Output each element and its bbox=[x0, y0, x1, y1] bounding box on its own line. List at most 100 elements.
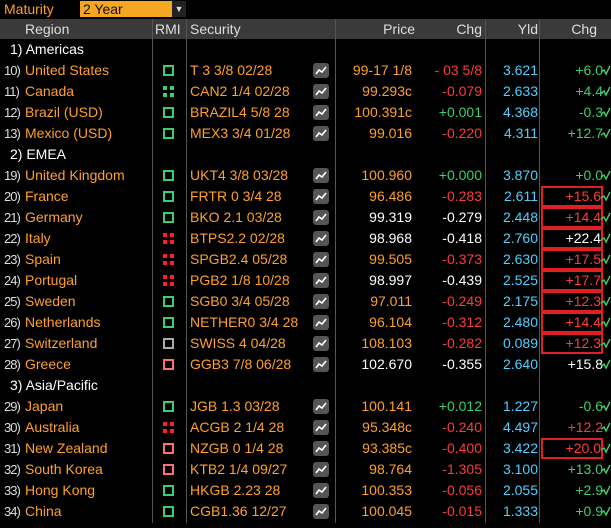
chart-icon[interactable] bbox=[313, 336, 329, 351]
region-name[interactable]: Greece bbox=[25, 356, 71, 372]
maturity-select[interactable]: 2 Year ▼ bbox=[80, 1, 186, 17]
chart-icon[interactable] bbox=[313, 399, 329, 414]
group-header[interactable]: 1) Americas bbox=[0, 39, 611, 60]
table-row[interactable]: 29) Japan JGB 1.3 03/28 100.141 +0.012 1.227 -… bbox=[0, 396, 611, 417]
security-ticker[interactable]: CGB1.36 12/27 bbox=[190, 503, 287, 519]
table-row[interactable]: 31) New Zealand NZGB 0 1/4 28 93.385c -0.400… bbox=[0, 438, 611, 459]
region-name[interactable]: Australia bbox=[25, 419, 80, 435]
region-name[interactable]: Canada bbox=[25, 83, 75, 99]
chart-icon[interactable] bbox=[313, 420, 329, 435]
price-change: -0.056 bbox=[442, 482, 482, 498]
security-ticker[interactable]: SWISS 4 04/28 bbox=[190, 335, 286, 351]
table-row[interactable]: 33) Hong Kong HKGB 2.23 28 100.353 -0.056 2.0… bbox=[0, 480, 611, 501]
sparkline-icon bbox=[600, 186, 611, 207]
chart-icon[interactable] bbox=[313, 189, 329, 204]
group-header[interactable]: 2) EMEA bbox=[0, 144, 611, 165]
chart-icon[interactable] bbox=[313, 462, 329, 477]
chart-icon[interactable] bbox=[313, 294, 329, 309]
table-row[interactable]: 26) Netherlands NETHER0 3/4 28 96.104 -0.312… bbox=[0, 312, 611, 333]
column-header-chg[interactable]: Chg bbox=[456, 21, 482, 37]
security-ticker[interactable]: KTB2 1/4 09/27 bbox=[190, 461, 288, 477]
security-ticker[interactable]: GGB3 7/8 06/28 bbox=[190, 356, 292, 372]
table-row[interactable]: 28) Greece GGB3 7/8 06/28 102.670 -0.355 2.64… bbox=[0, 354, 611, 375]
chart-icon[interactable] bbox=[313, 504, 329, 519]
region-name[interactable]: Netherlands bbox=[25, 314, 101, 330]
table-row[interactable]: 22) Italy BTPS2.2 02/28 98.968 -0.418 2.760 +2… bbox=[0, 228, 611, 249]
price-change: -0.355 bbox=[442, 356, 482, 372]
chart-icon[interactable] bbox=[313, 126, 329, 141]
table-row[interactable]: 12) Brazil (USD) BRAZIL4 5/8 28 100.391c +0.… bbox=[0, 102, 611, 123]
table-row[interactable]: 21) Germany BKO 2.1 03/28 99.319 -0.279 2.448… bbox=[0, 207, 611, 228]
security-ticker[interactable]: FRTR 0 3/4 28 bbox=[190, 188, 282, 204]
table-row[interactable]: 30) Australia ACGB 2 1/4 28 95.348c -0.240 4.… bbox=[0, 417, 611, 438]
region-name[interactable]: China bbox=[25, 503, 62, 519]
region-name[interactable]: Italy bbox=[25, 230, 51, 246]
security-ticker[interactable]: NZGB 0 1/4 28 bbox=[190, 440, 284, 456]
security-ticker[interactable]: BTPS2.2 02/28 bbox=[190, 230, 285, 246]
chart-icon[interactable] bbox=[313, 63, 329, 78]
security-ticker[interactable]: HKGB 2.23 28 bbox=[190, 482, 281, 498]
security-ticker[interactable]: CAN2 1/4 02/28 bbox=[190, 83, 290, 99]
chart-icon[interactable] bbox=[313, 441, 329, 456]
region-name[interactable]: Hong Kong bbox=[25, 482, 96, 498]
table-row[interactable]: 19) United Kingdom UKT4 3/8 03/28 100.960 +0… bbox=[0, 165, 611, 186]
security-ticker[interactable]: NETHER0 3/4 28 bbox=[190, 314, 299, 330]
chevron-down-icon[interactable]: ▼ bbox=[172, 1, 186, 17]
security-ticker[interactable]: BRAZIL4 5/8 28 bbox=[190, 104, 290, 120]
security-ticker[interactable]: UKT4 3/8 03/28 bbox=[190, 167, 289, 183]
region-name[interactable]: Portugal bbox=[25, 272, 78, 288]
region-name[interactable]: Spain bbox=[25, 251, 61, 267]
column-header-region[interactable]: Region bbox=[25, 21, 70, 37]
rmi-indicator-icon bbox=[163, 422, 174, 433]
group-header[interactable]: 3) Asia/Pacific bbox=[0, 375, 611, 396]
chart-icon[interactable] bbox=[313, 357, 329, 372]
table-row[interactable]: 34) China CGB1.36 12/27 100.045 -0.015 1.333 +… bbox=[0, 501, 611, 522]
region-name[interactable]: Germany bbox=[25, 209, 83, 225]
security-ticker[interactable]: JGB 1.3 03/28 bbox=[190, 398, 280, 414]
price-change: -0.079 bbox=[442, 83, 482, 99]
region-name[interactable]: Brazil (USD) bbox=[25, 104, 103, 120]
chart-icon[interactable] bbox=[313, 252, 329, 267]
table-row[interactable]: 20) France FRTR 0 3/4 28 96.486 -0.283 2.611 +… bbox=[0, 186, 611, 207]
table-row[interactable]: 13) Mexico (USD) MEX3 3/4 01/28 99.016 -0.22… bbox=[0, 123, 611, 144]
price-change: +0.012 bbox=[438, 398, 482, 414]
region-name[interactable]: Switzerland bbox=[25, 335, 98, 351]
chart-icon[interactable] bbox=[313, 84, 329, 99]
security-ticker[interactable]: T 3 3/8 02/28 bbox=[190, 62, 273, 78]
chart-icon[interactable] bbox=[313, 483, 329, 498]
security-ticker[interactable]: BKO 2.1 03/28 bbox=[190, 209, 282, 225]
security-ticker[interactable]: SPGB2.4 05/28 bbox=[190, 251, 288, 267]
column-header-rmi[interactable]: RMI bbox=[155, 21, 181, 37]
column-header-security[interactable]: Security bbox=[190, 21, 241, 37]
security-ticker[interactable]: ACGB 2 1/4 28 bbox=[190, 419, 285, 435]
chart-icon[interactable] bbox=[313, 168, 329, 183]
region-name[interactable]: United Kingdom bbox=[25, 167, 125, 183]
column-header-chg2[interactable]: Chg bbox=[571, 21, 597, 37]
region-name[interactable]: France bbox=[25, 188, 69, 204]
region-name[interactable]: New Zealand bbox=[25, 440, 108, 456]
region-name[interactable]: Sweden bbox=[25, 293, 76, 309]
security-ticker[interactable]: SGB0 3/4 05/28 bbox=[190, 293, 290, 309]
table-row[interactable]: 23) Spain SPGB2.4 05/28 99.505 -0.373 2.630 +1… bbox=[0, 249, 611, 270]
table-row[interactable]: 24) Portugal PGB2 1/8 10/28 98.997 -0.439 2.5… bbox=[0, 270, 611, 291]
table-row[interactable]: 32) South Korea KTB2 1/4 09/27 98.764 -1.305… bbox=[0, 459, 611, 480]
column-header-yld[interactable]: Yld bbox=[517, 21, 538, 37]
chart-icon[interactable] bbox=[313, 231, 329, 246]
price-value: 100.391c bbox=[354, 104, 412, 120]
region-name[interactable]: Mexico (USD) bbox=[25, 125, 113, 141]
chart-icon[interactable] bbox=[313, 105, 329, 120]
chart-icon[interactable] bbox=[313, 315, 329, 330]
security-ticker[interactable]: PGB2 1/8 10/28 bbox=[190, 272, 290, 288]
security-ticker[interactable]: MEX3 3/4 01/28 bbox=[190, 125, 291, 141]
chart-icon[interactable] bbox=[313, 273, 329, 288]
table-row[interactable]: 27) Switzerland SWISS 4 04/28 108.103 -0.282… bbox=[0, 333, 611, 354]
table-row[interactable]: 11) Canada CAN2 1/4 02/28 99.293c -0.079 2.63… bbox=[0, 81, 611, 102]
region-name[interactable]: South Korea bbox=[25, 461, 103, 477]
chart-icon[interactable] bbox=[313, 210, 329, 225]
table-row[interactable]: 10) United States T 3 3/8 02/28 99-17 1/8 - … bbox=[0, 60, 611, 81]
table-row[interactable]: 25) Sweden SGB0 3/4 05/28 97.011 -0.249 2.175… bbox=[0, 291, 611, 312]
rmi-indicator-icon bbox=[163, 275, 174, 286]
region-name[interactable]: United States bbox=[25, 62, 110, 78]
column-header-price[interactable]: Price bbox=[383, 21, 415, 37]
region-name[interactable]: Japan bbox=[25, 398, 64, 414]
